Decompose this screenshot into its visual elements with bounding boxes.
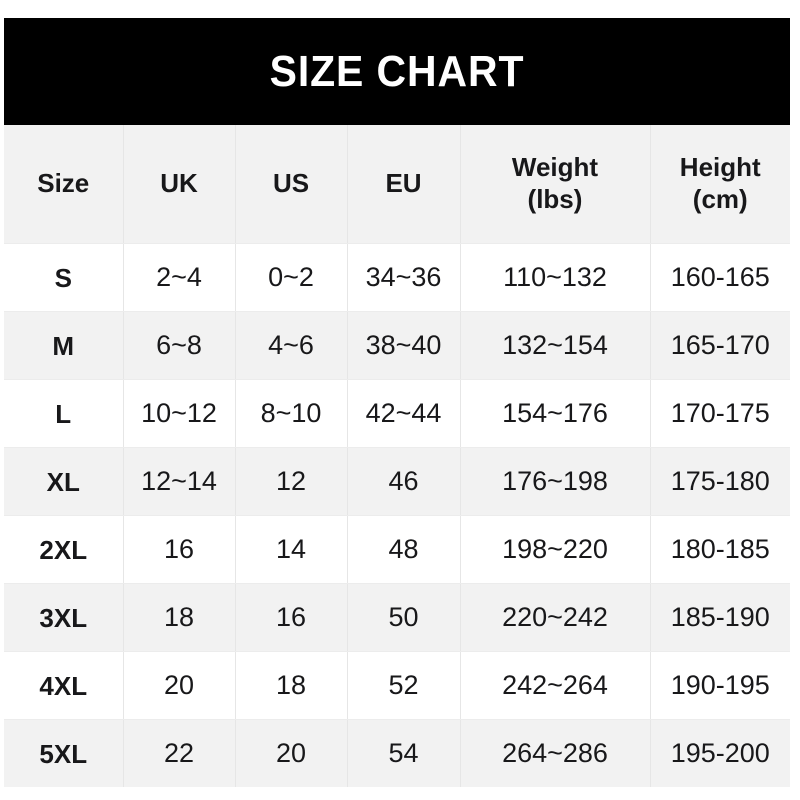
table-row: 5XL 22 20 54 264~286 195-200 [4,719,790,787]
cell-height: 160-165 [650,243,790,312]
column-header-label: Size [37,168,90,199]
table-row: 2XL 16 14 48 198~220 180-185 [4,515,790,584]
cell-us: 18 [235,651,348,720]
cell-height: 180-185 [650,515,790,584]
column-header-label: (lbs) [527,184,583,214]
cell-uk: 22 [123,719,236,787]
cell-uk: 10~12 [123,379,236,448]
title-banner: SIZE CHART [4,18,790,125]
cell-eu: 34~36 [347,243,461,312]
cell-eu: 50 [347,583,461,652]
table-header: Size UK US EU Weight (lbs) Height (cm) [4,125,790,244]
cell-size: 2XL [4,515,124,584]
cell-eu: 38~40 [347,311,461,380]
cell-uk: 20 [123,651,236,720]
cell-eu: 52 [347,651,461,720]
cell-weight: 132~154 [460,311,651,380]
cell-us: 16 [235,583,348,652]
cell-height: 195-200 [670,738,770,768]
cell-eu: 42~44 [347,379,461,448]
cell-uk: 16 [123,515,236,584]
size-chart-table: Size UK US EU Weight (lbs) Height (cm) S 2~4 0~2 3… [4,125,790,787]
cell-height: 165-170 [650,311,790,380]
column-header-uk: UK [123,125,236,244]
cell-uk: 6~8 [123,311,236,380]
table-row: L 10~12 8~10 42~44 154~176 170-175 [4,379,790,448]
cell-size: L [4,379,124,448]
table-row: 4XL 20 18 52 242~264 190-195 [4,651,790,720]
cell-eu: 54 [347,719,461,787]
cell-weight: 176~198 [460,447,651,516]
cell-weight: 264~286 [460,719,651,787]
cell-weight: 198~220 [460,515,651,584]
cell-us: 12 [235,447,348,516]
table-header-row: Size UK US EU Weight (lbs) Height (cm) [4,125,790,244]
table-row: 3XL 18 16 50 220~242 185-190 [4,583,790,652]
cell-height: 190-195 [650,651,790,720]
cell-size: 5XL [4,719,124,787]
table-row: XL 12~14 12 46 176~198 175-180 [4,447,790,516]
column-header-label: UK [160,168,198,199]
column-header-label: Weight [511,152,599,183]
cell-weight: 110~132 [460,243,651,312]
cell-weight: 220~242 [460,583,651,652]
cell-uk: 12~14 [123,447,236,516]
cell-weight: 242~264 [460,651,651,720]
column-header-label: Height [679,152,761,183]
cell-size: 3XL [4,583,124,652]
table-row: S 2~4 0~2 34~36 110~132 160-165 [4,243,790,312]
column-header-label: US [272,168,310,199]
cell-height: 170-175 [650,379,790,448]
column-header-label: EU [385,168,422,199]
cell-size: 4XL [4,651,124,720]
cell-eu: 48 [347,515,461,584]
column-header-us: US [235,125,348,244]
cell-uk: 18 [123,583,236,652]
page-title: SIZE CHART [269,46,525,96]
cell-size: M [4,311,124,380]
table-row: M 6~8 4~6 38~40 132~154 165-170 [4,311,790,380]
cell-us: 20 [235,719,348,787]
cell-uk: 2~4 [123,243,236,312]
cell-weight: 154~176 [460,379,651,448]
cell-us: 4~6 [235,311,348,380]
column-header-height: Height (cm) [650,125,790,244]
table-body: S 2~4 0~2 34~36 110~132 160-165 M 6~8 4~6 38~40 13… [4,243,790,787]
cell-height: 175-180 [650,447,790,516]
cell-us: 8~10 [235,379,348,448]
cell-height: 185-190 [650,583,790,652]
cell-size: XL [4,447,124,516]
cell-eu: 46 [347,447,461,516]
cell-us: 0~2 [235,243,348,312]
cell-us: 14 [235,515,348,584]
cell-size: S [4,243,124,312]
column-header-size: Size [4,125,124,244]
column-header-label: (cm) [692,184,748,214]
column-header-eu: EU [347,125,461,244]
column-header-weight: Weight (lbs) [460,125,651,244]
